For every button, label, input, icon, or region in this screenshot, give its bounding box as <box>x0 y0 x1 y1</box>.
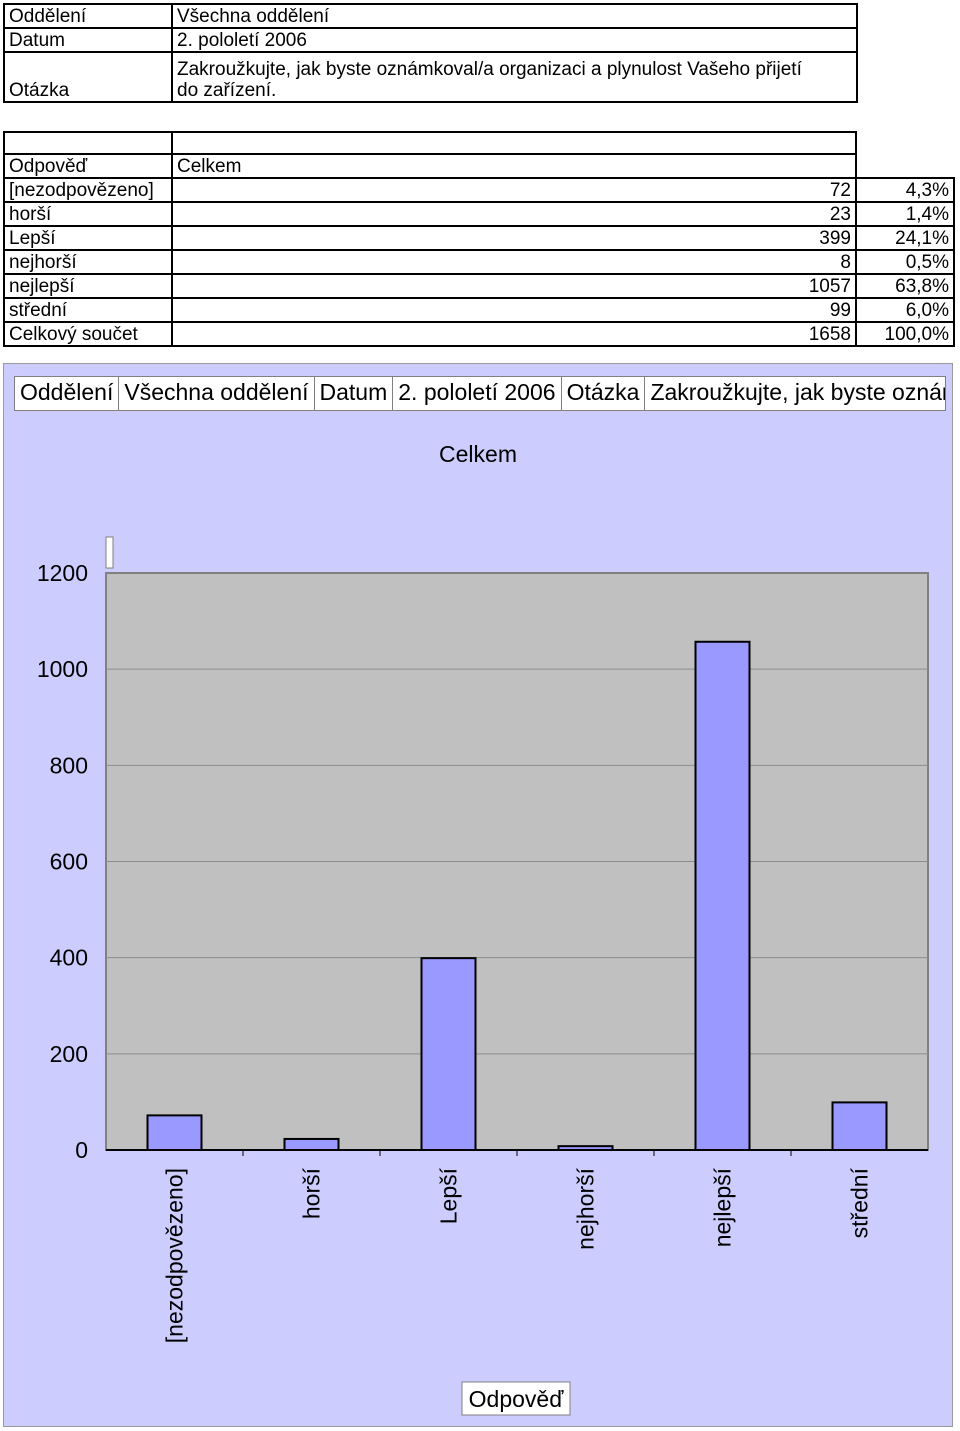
header-spacer-4 <box>856 154 954 178</box>
legend-box <box>105 536 114 569</box>
x-tick-label: Lepší <box>436 1167 462 1224</box>
x-tick-label: nejhorší <box>573 1167 599 1249</box>
row-pct: 6,0% <box>855 297 955 323</box>
row-pct: 63,8% <box>855 273 955 299</box>
row-label: nejhorší <box>3 249 173 275</box>
chart-title: Celkem <box>439 441 517 467</box>
y-tick-label: 1200 <box>37 560 88 586</box>
total-count: 1658 <box>171 321 857 347</box>
chart-header-dept-label: Oddělení <box>15 377 120 410</box>
x-tick-label: horší <box>299 1167 325 1219</box>
x-axis-title: Odpověď <box>469 1386 565 1412</box>
bar <box>831 1101 888 1152</box>
row-count: 399 <box>171 225 857 251</box>
y-tick-label: 800 <box>50 752 88 778</box>
x-tick-label: [nezodpovězeno] <box>162 1168 188 1343</box>
x-axis-title-box <box>461 1381 571 1416</box>
bar <box>146 1114 203 1152</box>
info-table: Oddělení Všechna oddělení Datum 2. polol… <box>3 3 858 103</box>
bar <box>420 957 477 1152</box>
dept-label: Oddělení <box>3 3 173 29</box>
row-label: nejlepší <box>3 273 173 299</box>
row-label: Lepší <box>3 225 173 251</box>
date-label: Datum <box>3 27 173 53</box>
table-row: nejlepší 1057 63,8% <box>3 273 955 299</box>
question-line-2: do zařízení. <box>177 80 277 101</box>
row-pct: 0,5% <box>855 249 955 275</box>
row-pct: 24,1% <box>855 225 955 251</box>
question-label: Otázka <box>3 51 173 103</box>
header-spacer-1 <box>3 131 173 155</box>
row-pct: 4,3% <box>855 177 955 203</box>
x-tick-label: střední <box>847 1167 873 1238</box>
y-tick-label: 1000 <box>37 656 88 682</box>
total-label: Celkový součet <box>3 321 173 347</box>
column-header-total: Celkem <box>171 153 857 179</box>
row-count: 72 <box>171 177 857 203</box>
table-row: Lepší 399 24,1% <box>3 225 955 251</box>
question-value: Zakroužkujte, jak byste oznámkoval/a org… <box>171 51 858 103</box>
chart-area: Celkem 0 200 400 600 800 1000 1200 [nezodpovězen… <box>3 363 953 1427</box>
column-header-answer: Odpověď <box>3 153 173 179</box>
bar-chart: Celkem 0 200 400 600 800 1000 1200 [nezodpovězen… <box>37 441 929 1416</box>
y-tick-label: 200 <box>50 1041 88 1067</box>
row-pct: 1,4% <box>855 201 955 227</box>
header-spacer-3 <box>856 132 954 154</box>
row-count: 99 <box>171 297 857 323</box>
bar <box>283 1137 340 1152</box>
chart-header-question-value: Zakroužkujte, jak byste oznámkoval/a org… <box>650 379 945 405</box>
question-line-1: Zakroužkujte, jak byste oznámkoval/a org… <box>177 59 802 80</box>
bar <box>694 640 751 1151</box>
chart-header-question-label: Otázka <box>562 377 646 410</box>
total-pct: 100,0% <box>855 321 955 347</box>
chart-header-date-label: Datum <box>315 377 394 410</box>
chart-header: Oddělení Všechna oddělení Datum 2. polol… <box>14 376 946 411</box>
dept-value: Všechna oddělení <box>171 3 858 29</box>
chart-header-date-value: 2. pololetí 2006 <box>393 377 562 410</box>
y-tick-label: 600 <box>50 849 88 875</box>
chart-header-dept-value: Všechna oddělení <box>119 377 315 410</box>
row-count: 23 <box>171 201 857 227</box>
table-row: [nezodpovězeno] 72 4,3% <box>3 177 955 203</box>
table-row: střední 99 6,0% <box>3 297 955 323</box>
x-tick-label: nejlepší <box>710 1167 736 1247</box>
row-label: střední <box>3 297 173 323</box>
header-spacer-2 <box>171 131 857 155</box>
row-label: horší <box>3 201 173 227</box>
table-row: nejhorší 8 0,5% <box>3 249 955 275</box>
results-table: Odpověď Celkem [nezodpovězeno] 72 4,3% horš… <box>3 131 955 347</box>
row-label: [nezodpovězeno] <box>3 177 173 203</box>
table-body: [nezodpovězeno] 72 4,3% horší 23 1,4% Lepší 399… <box>3 177 955 323</box>
y-tick-label: 0 <box>75 1137 88 1163</box>
row-count: 8 <box>171 249 857 275</box>
date-value: 2. pololetí 2006 <box>171 27 858 53</box>
y-tick-label: 400 <box>50 945 88 971</box>
table-row: horší 23 1,4% <box>3 201 955 227</box>
row-count: 1057 <box>171 273 857 299</box>
